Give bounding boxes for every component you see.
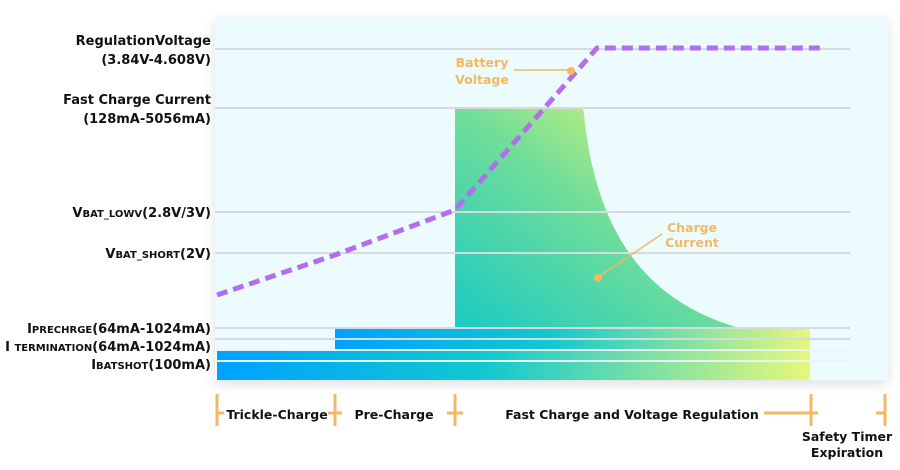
fast-charge-current-range: (128mA-5056mA): [83, 112, 211, 127]
ibatshot-label: IBATSHOT(100mA): [91, 358, 211, 373]
battery-voltage-marker: [567, 67, 575, 75]
battery-voltage-label-2: Voltage: [455, 72, 509, 87]
phase-fast-charge: Fast Charge and Voltage Regulation: [505, 407, 759, 422]
vbat-short-label: VBAT_SHORT(2V): [105, 247, 211, 262]
itermination-label: I TERMINATION(64mA-1024mA): [5, 340, 211, 355]
phase-pre-charge: Pre-Charge: [354, 407, 433, 422]
battery-voltage-label-1: Battery: [456, 55, 509, 70]
charge-current-marker: [594, 274, 602, 282]
vbat-lowv-label: VBAT_LOWV(2.8V/3V): [72, 206, 211, 221]
charge-current-label-2: Current: [665, 235, 719, 250]
regulation-voltage-range: (3.84V-4.608V): [101, 53, 211, 68]
charge-current-label-1: Charge: [667, 220, 717, 235]
trickle-current-bar: [217, 350, 810, 380]
charge-current-area: [455, 108, 810, 380]
iprechrge-label: IPRECHRGE(64mA-1024mA): [27, 322, 211, 337]
regulation-voltage-label: RegulationVoltage: [76, 34, 212, 49]
grid-lines: [215, 48, 850, 362]
battery-voltage-line: [216, 45, 825, 298]
fast-charge-current-label: Fast Charge Current: [63, 93, 211, 108]
safety-timer-label-2: Expiration: [811, 445, 883, 460]
safety-timer-label-1: Safety Timer: [802, 429, 893, 444]
phase-markers: [215, 394, 887, 426]
phase-trickle-charge: Trickle-Charge: [226, 407, 327, 422]
